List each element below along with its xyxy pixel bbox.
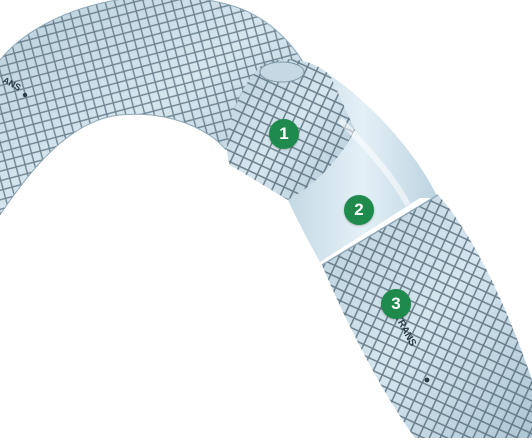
print-dot-left-icon: [22, 92, 28, 98]
print-dot-right-icon: [424, 377, 430, 383]
layer-marker-2[interactable]: 2: [344, 195, 374, 225]
layer-marker-1[interactable]: 1: [269, 119, 299, 149]
layer-marker-3[interactable]: 3: [381, 289, 411, 319]
hose-left-section: [0, 0, 306, 216]
hose-clear-section: [288, 75, 438, 262]
hose-cover-section: [321, 194, 532, 438]
